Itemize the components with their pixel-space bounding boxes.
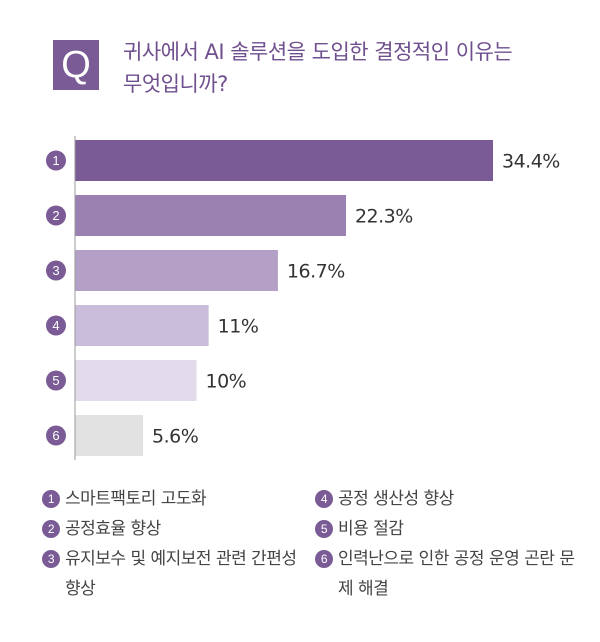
- value-label-6: 5.6%: [152, 426, 198, 448]
- value-label-2: 22.3%: [355, 206, 413, 228]
- legend-number-4: 4: [315, 490, 333, 508]
- bar-5: [75, 360, 197, 401]
- legend-right: 4 공정 생산성 향상 5 비용 절감 6 인력난으로 인한 공정 운영 곤란 …: [315, 484, 575, 604]
- value-label-5: 10%: [206, 371, 247, 393]
- legend-label-3: 유지보수 및 예지보전 관련 간편성 향상: [65, 549, 297, 599]
- legend-label-6: 인력난으로 인한 공정 운영 곤란 문제 해결: [338, 549, 575, 599]
- legend-item-1: 1 스마트팩토리 고도화: [42, 484, 312, 514]
- category-label-5: 5: [52, 373, 59, 388]
- question-title: 귀사에서 AI 솔루션을 도입한 결정적인 이유는 무엇입니까?: [123, 36, 563, 100]
- category-label-6: 6: [52, 428, 59, 443]
- legend-label-4: 공정 생산성 향상: [338, 489, 454, 509]
- category-marker-1: [46, 150, 66, 171]
- category-label-4: 4: [52, 318, 59, 333]
- legend-number-2: 2: [42, 520, 60, 538]
- legend-number-1: 1: [42, 490, 60, 508]
- category-marker-3: [46, 260, 66, 281]
- legend-item-4: 4 공정 생산성 향상: [315, 484, 575, 514]
- legend-number-3: 3: [42, 550, 60, 568]
- bar-1: [75, 140, 493, 181]
- value-label-3: 16.7%: [287, 261, 345, 283]
- category-label-3: 3: [52, 263, 59, 278]
- question-line-2: 무엇입니까?: [123, 72, 228, 96]
- legend-item-6: 6 인력난으로 인한 공정 운영 곤란 문제 해결: [315, 544, 575, 604]
- legend-number-5: 5: [315, 520, 333, 538]
- category-marker-4: [46, 315, 66, 336]
- value-label-4: 11%: [218, 316, 259, 338]
- legend-label-5: 비용 절감: [338, 519, 404, 539]
- bar-4: [75, 305, 209, 346]
- legend-item-2: 2 공정효율 향상: [42, 514, 312, 544]
- legend-item-5: 5 비용 절감: [315, 514, 575, 544]
- category-label-2: 2: [52, 208, 59, 223]
- category-marker-6: [46, 425, 66, 446]
- category-label-1: 1: [52, 153, 59, 168]
- legend-left: 1 스마트팩토리 고도화 2 공정효율 향상 3 유지보수 및 예지보전 관련 …: [42, 484, 312, 604]
- legend-number-6: 6: [315, 550, 333, 568]
- legend-item-3: 3 유지보수 및 예지보전 관련 간편성 향상: [42, 544, 312, 604]
- bar-chart: 1 34.4% 2 22.3% 3 16.7% 4 11% 5 10% 6 5.6%: [46, 136, 560, 460]
- bar-3: [75, 250, 278, 291]
- bar-2: [75, 195, 346, 236]
- category-marker-5: [46, 370, 66, 391]
- question-line-1: 귀사에서 AI 솔루션을 도입한 결정적인 이유는: [123, 40, 513, 64]
- legend-label-2: 공정효율 향상: [65, 519, 161, 539]
- category-marker-2: [46, 205, 66, 226]
- question-badge: Q: [53, 40, 99, 90]
- legend-label-1: 스마트팩토리 고도화: [65, 489, 207, 509]
- value-label-1: 34.4%: [502, 151, 560, 173]
- bar-6: [75, 415, 144, 456]
